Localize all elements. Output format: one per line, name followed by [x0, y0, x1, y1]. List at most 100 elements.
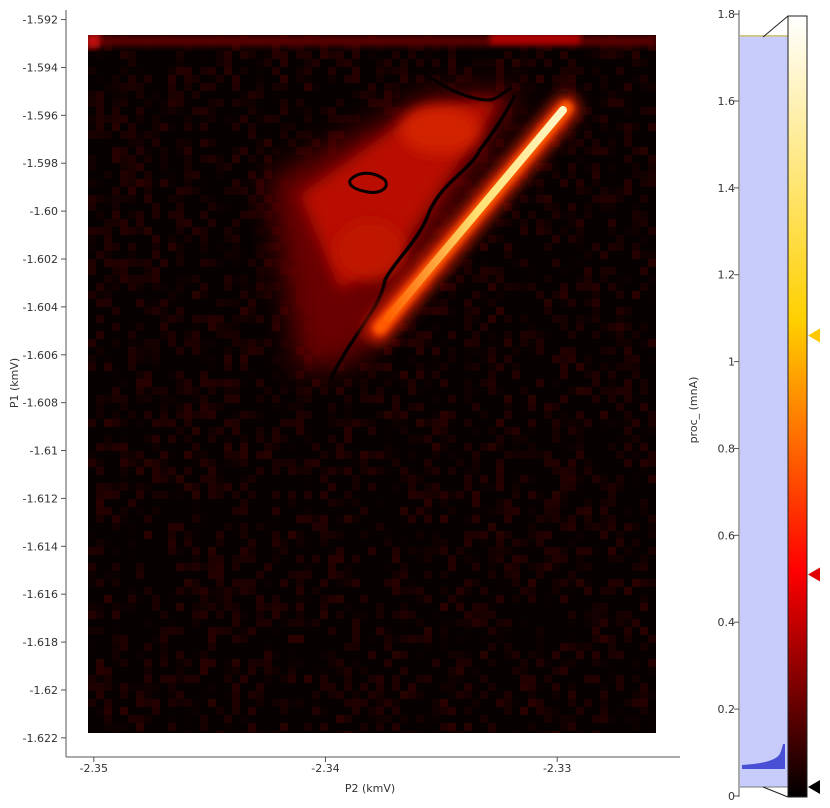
noise-cell [264, 59, 272, 67]
noise-cell [200, 723, 208, 731]
noise-cell [96, 483, 104, 491]
noise-cell [608, 131, 616, 139]
noise-cell [624, 443, 632, 451]
noise-cell [200, 107, 208, 115]
noise-cell [504, 115, 512, 123]
noise-cell [528, 331, 536, 339]
noise-cell [392, 51, 400, 59]
noise-cell [344, 427, 352, 435]
noise-cell [168, 195, 176, 203]
noise-cell [224, 347, 232, 355]
noise-cell [128, 187, 136, 195]
noise-cell [208, 323, 216, 331]
noise-cell [408, 467, 416, 475]
noise-cell [240, 619, 248, 627]
noise-cell [440, 299, 448, 307]
noise-cell [544, 59, 552, 67]
histogram-range-region[interactable] [740, 35, 788, 787]
noise-cell [88, 235, 96, 243]
noise-cell [624, 323, 632, 331]
noise-cell [632, 619, 640, 627]
noise-cell [352, 619, 360, 627]
noise-cell [192, 91, 200, 99]
noise-cell [360, 419, 368, 427]
noise-cell [512, 59, 520, 67]
noise-cell [256, 731, 264, 733]
gradient-handle[interactable] [808, 780, 820, 794]
noise-cell [312, 523, 320, 531]
noise-cell [640, 387, 648, 395]
noise-cell [568, 331, 576, 339]
noise-cell [424, 307, 432, 315]
colormap-gradient-bar[interactable] [787, 15, 808, 798]
noise-cell [568, 355, 576, 363]
histogram-lut-panel[interactable]: 00.20.40.60.811.21.41.61.8 proc_ (mnA) [687, 8, 820, 803]
y-tick-label: -1.598 [23, 157, 58, 170]
noise-cell [584, 467, 592, 475]
noise-cell [432, 355, 440, 363]
noise-cell [584, 579, 592, 587]
noise-cell [576, 435, 584, 443]
noise-cell [296, 131, 304, 139]
noise-cell [608, 107, 616, 115]
noise-cell [104, 395, 112, 403]
noise-cell [232, 699, 240, 707]
noise-cell [144, 483, 152, 491]
noise-cell [488, 315, 496, 323]
noise-cell [256, 187, 264, 195]
noise-cell [288, 403, 296, 411]
noise-cell [440, 491, 448, 499]
noise-cell [600, 171, 608, 179]
noise-cell [552, 235, 560, 243]
noise-cell [272, 651, 280, 659]
noise-cell [336, 451, 344, 459]
noise-cell [344, 515, 352, 523]
noise-cell [208, 155, 216, 163]
noise-cell [184, 235, 192, 243]
noise-cell [280, 307, 288, 315]
noise-cell [528, 563, 536, 571]
noise-cell [192, 531, 200, 539]
noise-cell [184, 563, 192, 571]
noise-cell [584, 499, 592, 507]
noise-cell [568, 59, 576, 67]
noise-cell [496, 59, 504, 67]
noise-cell [320, 107, 328, 115]
noise-cell [480, 491, 488, 499]
dark-contour [328, 94, 517, 381]
noise-cell [208, 483, 216, 491]
noise-cell [264, 243, 272, 251]
noise-cell [184, 587, 192, 595]
noise-cell [256, 59, 264, 67]
noise-cell [624, 587, 632, 595]
gradient-handle[interactable] [808, 328, 820, 343]
gradient-handles[interactable] [808, 328, 820, 794]
noise-cell [288, 459, 296, 467]
noise-cell [128, 123, 136, 131]
noise-cell [472, 275, 480, 283]
noise-cell [464, 67, 472, 75]
noise-cell [392, 723, 400, 731]
noise-cell [560, 659, 568, 667]
noise-cell [648, 443, 656, 451]
gradient-handle[interactable] [808, 567, 820, 582]
noise-cell [112, 203, 120, 211]
noise-cell [576, 67, 584, 75]
noise-cell [136, 563, 144, 571]
heatmap-plot[interactable]: -1.592-1.594-1.596-1.598-1.60-1.602-1.60… [8, 10, 680, 795]
noise-cell [320, 491, 328, 499]
noise-cell [200, 227, 208, 235]
noise-cell [96, 691, 104, 699]
noise-cell [168, 691, 176, 699]
noise-cell [600, 51, 608, 59]
noise-cell [568, 211, 576, 219]
noise-cell [640, 643, 648, 651]
upper-lobe [400, 106, 480, 154]
noise-cell [496, 459, 504, 467]
noise-cell [384, 699, 392, 707]
noise-cell [416, 299, 424, 307]
noise-cell [616, 67, 624, 75]
noise-cell [512, 427, 520, 435]
noise-cell [480, 355, 488, 363]
noise-cell [400, 587, 408, 595]
